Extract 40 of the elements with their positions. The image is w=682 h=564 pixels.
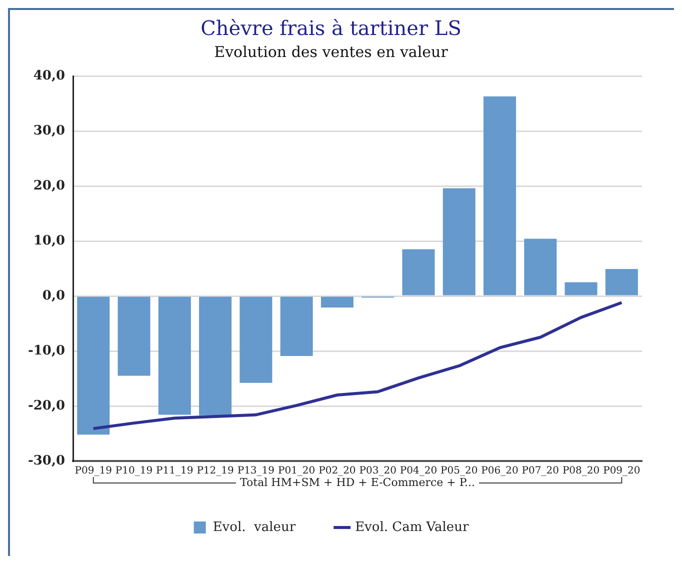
y-tick-label: -20,0	[28, 398, 66, 414]
legend-label: Evol. valeur	[212, 520, 296, 535]
legend-label: Evol. Cam Valeur	[355, 520, 470, 535]
bar	[118, 296, 150, 376]
x-tick-label: P08_20	[562, 466, 600, 477]
bar	[199, 296, 232, 416]
bar	[320, 296, 354, 308]
y-tick-label: -30,0	[28, 453, 66, 468]
x-tick-label: P13_19	[237, 466, 275, 477]
x-tick-label: P12_19	[196, 466, 234, 477]
y-tick-label: 10,0	[33, 233, 66, 248]
text: Total HM+SM + HD + E-Commerce + P...	[240, 476, 476, 489]
chart-subtitle: Evolution des ventes en valeur	[214, 42, 449, 61]
chart-title: Chèvre frais à tartiner LS	[200, 16, 462, 40]
y-tick-label: -10,0	[28, 343, 66, 358]
bar	[280, 296, 313, 356]
x-tick-label: P06_20	[481, 466, 518, 477]
x-tick-label: P01_20	[278, 466, 316, 477]
bar	[240, 296, 272, 383]
x-tick-label: P03_20	[359, 466, 396, 477]
x-tick-label: P09_19	[74, 466, 112, 477]
x-tick-label: P05_20	[440, 466, 478, 477]
bar	[158, 296, 191, 415]
x-tick-label: P04_20	[400, 466, 438, 477]
bar	[442, 188, 476, 296]
y-tick-label: 20,0	[33, 178, 66, 194]
y-tick-label: 40,0	[33, 68, 66, 84]
x-tick-label: P11_19	[156, 466, 194, 477]
bar	[402, 249, 435, 296]
y-tick-label: 30,0	[33, 123, 66, 138]
bar	[77, 296, 110, 435]
bar	[605, 269, 638, 296]
bar	[524, 238, 557, 296]
bar	[564, 282, 598, 296]
x-tick-label: P10_19	[115, 466, 153, 477]
bar	[484, 96, 516, 296]
y-tick-label: 0,0	[42, 288, 66, 304]
x-tick-label: P07_20	[522, 466, 559, 477]
x-tick-label: P02_20	[318, 466, 356, 477]
x-tick-label: P09_20	[603, 466, 640, 477]
